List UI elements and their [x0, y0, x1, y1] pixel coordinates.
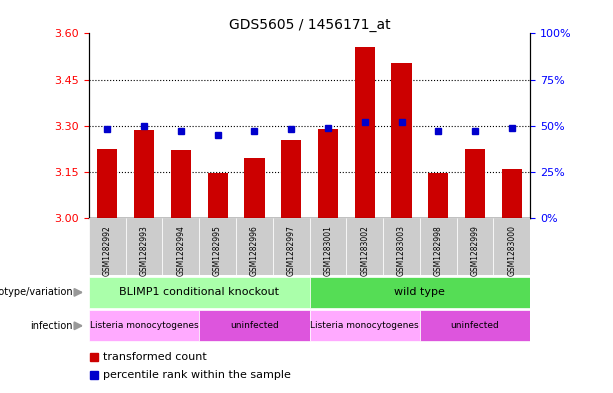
Bar: [89, 310, 199, 341]
Bar: [457, 218, 493, 275]
Bar: [310, 277, 530, 308]
Text: GSM1282995: GSM1282995: [213, 225, 222, 276]
Text: GSM1282996: GSM1282996: [250, 225, 259, 276]
Bar: [310, 310, 420, 341]
Text: GSM1283001: GSM1283001: [324, 225, 332, 276]
Bar: [97, 149, 118, 218]
Bar: [420, 310, 530, 341]
Bar: [199, 218, 236, 275]
Text: Listeria monocytogenes: Listeria monocytogenes: [310, 321, 419, 330]
Text: GSM1283003: GSM1283003: [397, 225, 406, 276]
Bar: [207, 173, 228, 218]
Bar: [273, 218, 310, 275]
Bar: [493, 218, 530, 275]
Bar: [199, 310, 310, 341]
Text: Listeria monocytogenes: Listeria monocytogenes: [89, 321, 199, 330]
Bar: [134, 130, 154, 218]
Bar: [126, 218, 162, 275]
Bar: [162, 218, 199, 275]
Text: infection: infection: [31, 321, 73, 331]
Bar: [281, 140, 302, 218]
Text: percentile rank within the sample: percentile rank within the sample: [104, 370, 291, 380]
Bar: [170, 151, 191, 218]
Title: GDS5605 / 1456171_at: GDS5605 / 1456171_at: [229, 18, 390, 32]
Bar: [383, 218, 420, 275]
Bar: [310, 218, 346, 275]
Text: GSM1283000: GSM1283000: [508, 225, 516, 276]
Bar: [89, 277, 310, 308]
Text: transformed count: transformed count: [104, 352, 207, 362]
Bar: [428, 173, 449, 218]
Text: uninfected: uninfected: [451, 321, 500, 330]
Bar: [244, 158, 265, 218]
Text: GSM1282997: GSM1282997: [287, 225, 295, 276]
Bar: [318, 129, 338, 218]
Bar: [89, 218, 126, 275]
Text: BLIMP1 conditional knockout: BLIMP1 conditional knockout: [119, 287, 280, 298]
Bar: [346, 218, 383, 275]
Text: GSM1283002: GSM1283002: [360, 225, 369, 276]
Bar: [420, 218, 457, 275]
Text: uninfected: uninfected: [230, 321, 279, 330]
Text: GSM1282992: GSM1282992: [103, 225, 112, 276]
Text: GSM1282993: GSM1282993: [140, 225, 148, 276]
Text: wild type: wild type: [395, 287, 445, 298]
Bar: [236, 218, 273, 275]
Text: genotype/variation: genotype/variation: [0, 287, 73, 298]
Bar: [465, 149, 485, 218]
Bar: [502, 169, 522, 218]
Text: GSM1282994: GSM1282994: [177, 225, 185, 276]
Bar: [355, 47, 375, 218]
Text: GSM1282999: GSM1282999: [471, 225, 479, 276]
Bar: [392, 62, 412, 218]
Text: GSM1282998: GSM1282998: [434, 225, 443, 276]
